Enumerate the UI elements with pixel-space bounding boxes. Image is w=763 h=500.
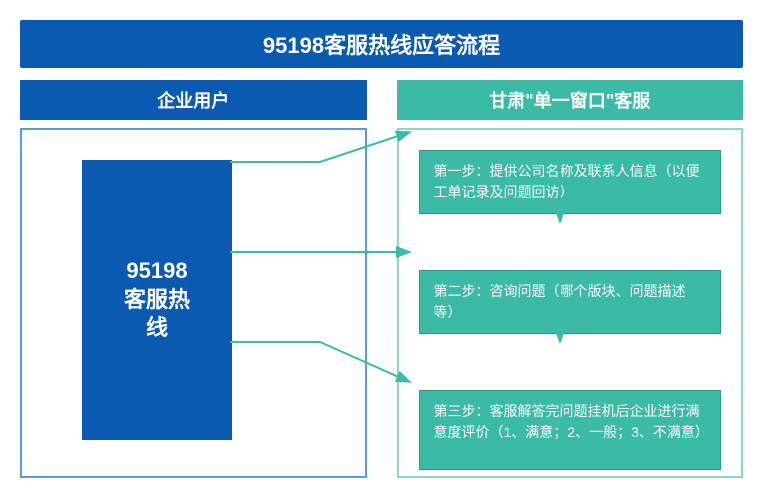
columns: 企业用户 95198客服热线 甘肃"单一窗口"客服 第一步：提供公司名称及联系人… — [20, 80, 743, 478]
step-text: 第二步：咨询问题（哪个版块、问题描述等） — [434, 283, 686, 320]
step-box-3: 第三步：客服解答完问题挂机后企业进行满意度评价（1、满意；2、一般；3、不满意） — [419, 390, 722, 470]
step-text: 第一步：提供公司名称及联系人信息（以便工单记录及问题回访） — [434, 163, 700, 200]
hotline-box: 95198客服热线 — [82, 160, 232, 440]
step-text: 第三步：客服解答完问题挂机后企业进行满意度评价（1、满意；2、一般；3、不满意） — [434, 403, 709, 440]
title-bar: 95198客服热线应答流程 — [20, 20, 743, 68]
right-column-header: 甘肃"单一窗口"客服 — [397, 80, 744, 120]
step-box-2: 第二步：咨询问题（哪个版块、问题描述等） — [419, 270, 722, 334]
left-column: 企业用户 95198客服热线 — [20, 80, 367, 478]
title-text: 95198客服热线应答流程 — [263, 28, 500, 60]
left-column-body: 95198客服热线 — [20, 128, 367, 478]
right-column-body: 第一步：提供公司名称及联系人信息（以便工单记录及问题回访） 第二步：咨询问题（哪个… — [397, 128, 744, 478]
hotline-text: 95198客服热线 — [122, 257, 192, 343]
left-column-header: 企业用户 — [20, 80, 367, 120]
right-column: 甘肃"单一窗口"客服 第一步：提供公司名称及联系人信息（以便工单记录及问题回访）… — [397, 80, 744, 478]
left-header-text: 企业用户 — [157, 87, 229, 113]
step-box-1: 第一步：提供公司名称及联系人信息（以便工单记录及问题回访） — [419, 150, 722, 214]
right-header-text: 甘肃"单一窗口"客服 — [489, 87, 650, 113]
